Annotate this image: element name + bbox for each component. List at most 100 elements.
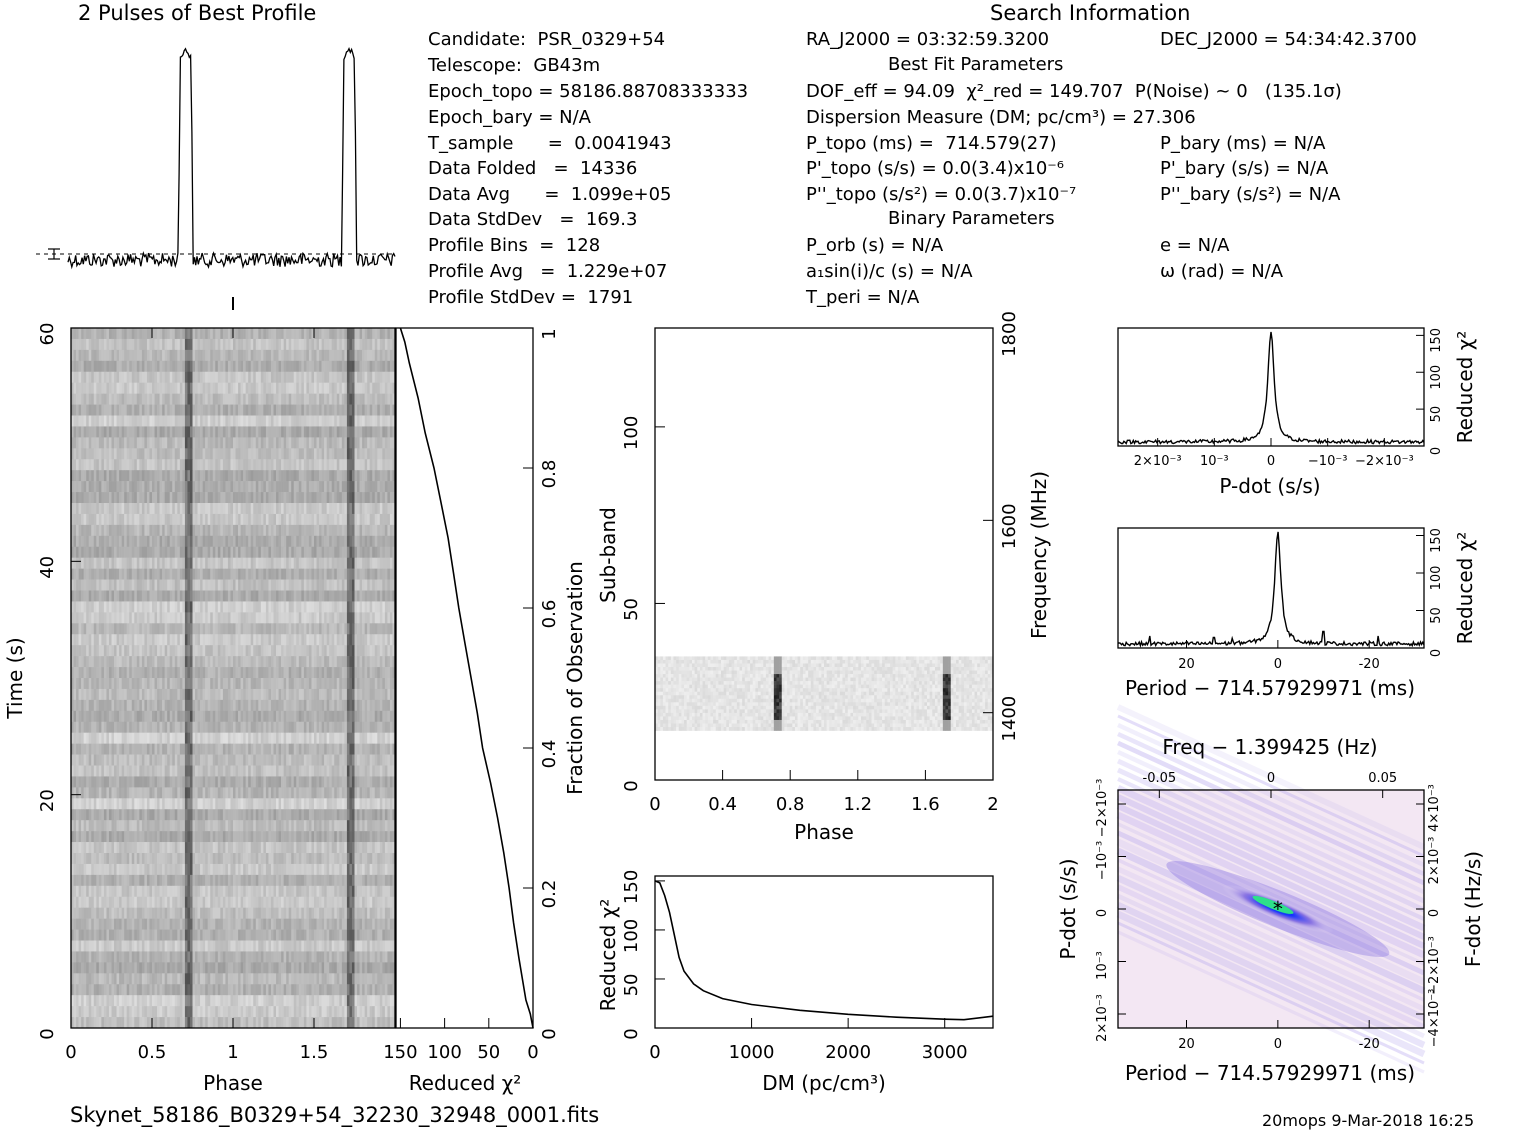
- heat-cell: [136, 634, 140, 646]
- heat-cell: [139, 557, 143, 569]
- heat-cell: [220, 568, 224, 580]
- heat-cell: [233, 535, 236, 548]
- heat-cell: [187, 371, 191, 383]
- heat-cell: [154, 688, 158, 701]
- heat-cell: [146, 437, 150, 449]
- heat-cell: [255, 656, 259, 668]
- heat-cell: [286, 579, 289, 591]
- heat-cell: [255, 349, 259, 362]
- heat-cell: [314, 415, 317, 427]
- heat-cell: [205, 546, 208, 558]
- heat-cell: [362, 426, 365, 438]
- heat-cell: [93, 415, 97, 427]
- heat-cell: [116, 437, 120, 449]
- heat-cell: [341, 481, 345, 493]
- heat-cell: [296, 393, 300, 405]
- heat-cell: [141, 579, 145, 591]
- heat-cell: [344, 426, 348, 438]
- heat-cell: [212, 579, 216, 591]
- heat-cell: [308, 732, 312, 744]
- heat-cell: [258, 448, 262, 460]
- heat-cell: [314, 699, 317, 712]
- heat-cell: [331, 623, 335, 635]
- heat-cell: [245, 492, 249, 504]
- heat-cell: [311, 623, 315, 635]
- heat-cell: [306, 535, 310, 548]
- heat-cell: [283, 678, 287, 690]
- heat-cell: [250, 503, 254, 515]
- heat-cell: [278, 634, 282, 646]
- heat-cell: [111, 470, 115, 482]
- heat-cell: [83, 524, 87, 537]
- heat-cell: [146, 678, 150, 690]
- heat-cell: [195, 656, 198, 668]
- heat-cell: [220, 371, 224, 383]
- heat-cell: [301, 371, 305, 383]
- heat-cell: [298, 546, 302, 558]
- heat-cell: [245, 371, 249, 383]
- heat-cell: [98, 732, 102, 744]
- heat-cell: [162, 382, 165, 394]
- heat-cell: [351, 645, 355, 657]
- heat-cell: [346, 612, 350, 624]
- heat-cell: [359, 328, 363, 340]
- heat-cell: [384, 568, 388, 580]
- heat-cell: [81, 579, 84, 591]
- heat-cell: [250, 645, 254, 657]
- heat-cell: [93, 710, 97, 723]
- heat-cell: [121, 382, 125, 394]
- heat-cell: [258, 656, 262, 668]
- heat-cell: [367, 513, 370, 526]
- heat-cell: [319, 349, 322, 362]
- heat-cell: [367, 448, 370, 460]
- heat-cell: [195, 470, 198, 482]
- heat-cell: [124, 371, 127, 383]
- heat-cell: [103, 360, 107, 373]
- heat-cell: [306, 328, 310, 340]
- heat-cell: [389, 503, 393, 515]
- heat-cell: [91, 579, 95, 591]
- heat-cell: [174, 710, 178, 723]
- heat-cell: [76, 513, 79, 526]
- heat-cell: [364, 470, 368, 482]
- heat-cell: [174, 721, 178, 733]
- heat-cell: [364, 710, 368, 723]
- heat-cell: [329, 338, 333, 351]
- heat-cell: [357, 612, 360, 624]
- heat-cell: [215, 459, 219, 471]
- heat-cell: [362, 546, 365, 558]
- heat-cell: [357, 656, 360, 668]
- heat-cell: [101, 601, 105, 613]
- heat-cell: [286, 328, 289, 340]
- heat-cell: [184, 481, 188, 493]
- heat-cell: [73, 535, 77, 548]
- heat-cell: [281, 459, 284, 471]
- heat-cell: [129, 459, 133, 471]
- heat-cell: [329, 535, 333, 548]
- heat-cell: [179, 328, 183, 340]
- heat-cell: [281, 382, 284, 394]
- heat-cell: [298, 470, 302, 482]
- heat-cell: [136, 415, 140, 427]
- heat-cell: [308, 612, 312, 624]
- heat-cell: [157, 623, 160, 635]
- heat-cell: [362, 634, 365, 646]
- heat-cell: [293, 371, 297, 383]
- heat-cell: [265, 656, 269, 668]
- heat-cell: [169, 667, 173, 679]
- heat-cell: [301, 349, 305, 362]
- heat-cell: [301, 721, 305, 733]
- heat-cell: [329, 393, 333, 405]
- heat-cell: [253, 710, 257, 723]
- heat-cell: [364, 393, 368, 405]
- heat-cell: [215, 404, 219, 416]
- heat-cell: [167, 546, 171, 558]
- heat-cell: [111, 382, 115, 394]
- heat-cell: [139, 382, 143, 394]
- heat-cell: [195, 634, 198, 646]
- heat-cell: [215, 732, 219, 744]
- heat-cell: [152, 459, 155, 471]
- heat-cell: [324, 612, 327, 624]
- heat-cell: [159, 360, 163, 373]
- heat-cell: [245, 612, 249, 624]
